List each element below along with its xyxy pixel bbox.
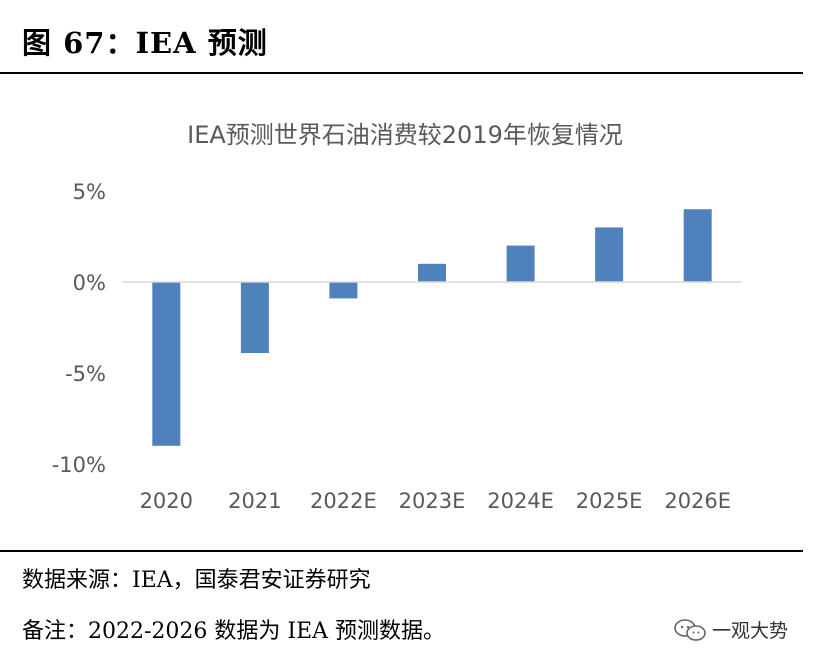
x-tick-label: 2024E — [487, 489, 554, 513]
wechat-icon — [674, 618, 706, 641]
data-source-note: 数据来源：IEA，国泰君安证券研究 — [22, 568, 371, 593]
x-tick-label: 2025E — [576, 489, 643, 513]
x-tick-label: 2023E — [399, 489, 466, 513]
remark-note: 备注：2022-2026 数据为 IEA 预测数据。 — [22, 619, 446, 644]
watermark: 一观大势 — [672, 616, 788, 643]
bar-chart: IEA预测世界石油消费较2019年恢复情况 5% 0% -5% -10% 2020 2021… — [52, 121, 742, 513]
bar-2021 — [240, 282, 269, 353]
y-tick-label: -5% — [65, 362, 106, 386]
watermark-text: 一观大势 — [712, 620, 789, 642]
x-tick-label: 2020 — [140, 489, 193, 513]
y-tick-label: 0% — [73, 271, 106, 295]
chart-container: IEA预测世界石油消费较2019年恢复情况 5% 0% -5% -10% 2020 2021… — [0, 74, 821, 550]
figure-title: 图 67：IEA 预测 — [22, 26, 268, 60]
bar-2020 — [152, 282, 181, 446]
bar-2025E — [595, 227, 624, 282]
bar-2023E — [418, 263, 446, 282]
x-tick-label: 2026E — [664, 489, 731, 513]
x-tick-label: 2022E — [310, 489, 377, 513]
chart-title: IEA预测世界石油消费较2019年恢复情况 — [187, 121, 623, 149]
footer-divider — [0, 550, 803, 552]
y-tick-label: -10% — [52, 453, 106, 477]
x-tick-label: 2021 — [228, 489, 281, 513]
bar-2022E — [329, 282, 358, 299]
bar-2026E — [683, 209, 712, 282]
y-tick-label: 5% — [73, 180, 106, 204]
bar-2024E — [506, 245, 535, 282]
figure-header: 图 67：IEA 预测 — [0, 0, 803, 74]
